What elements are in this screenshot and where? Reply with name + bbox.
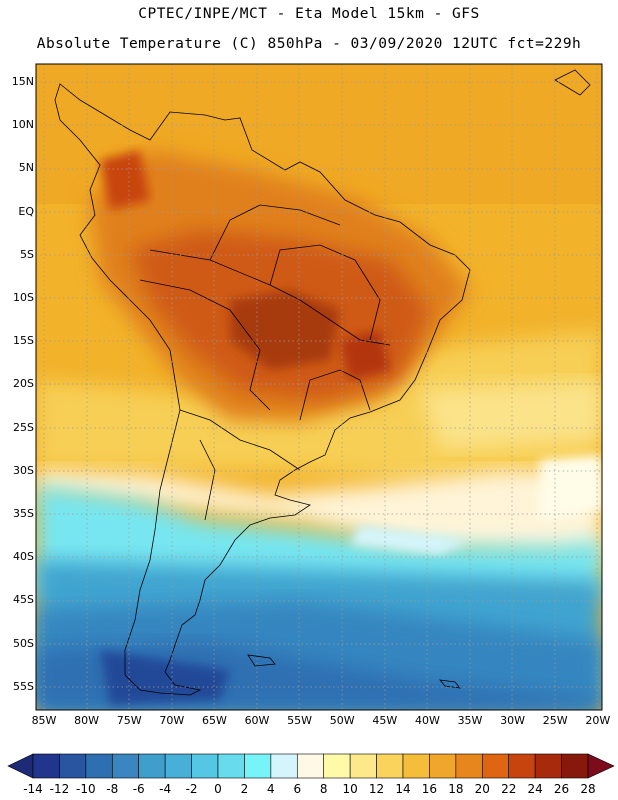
map-title: CPTEC/INPE/MCT - Eta Model 15km - GFS [138,6,480,22]
temperature-field [36,64,602,710]
colorbar-label: 14 [395,782,411,796]
lon-label: 85W [31,714,57,727]
colorbar-label: 12 [368,782,385,796]
lat-label: 10N [11,118,34,132]
lat-label: 5S [20,247,34,261]
colorbar-label: -2 [185,782,198,796]
colorbar-label: 6 [293,782,302,796]
lat-label: 20S [13,377,34,391]
lon-label: 60W [244,714,270,727]
lon-label: 40W [414,714,440,727]
colorbar-low-arrow [7,753,34,779]
lat-label: 15N [11,75,34,88]
lon-label: 20W [585,714,611,727]
colorbar-high-arrow [587,753,615,779]
colorbar-label: 16 [421,782,438,796]
colorbar-swatch [561,753,589,779]
lat-label: 35S [13,507,34,520]
lon-label: 70W [159,714,185,727]
lat-label: 25S [13,420,34,434]
lon-label: 65W [201,714,227,727]
lon-label: 35W [457,714,483,727]
colorbar-label: 24 [527,782,543,796]
colorbar-label: 2 [240,782,249,796]
lat-label: 55S [13,679,34,693]
colorbar-label: -6 [132,782,145,796]
colorbar-swatch [323,753,351,779]
map-frame [35,63,603,711]
lat-label: 50S [13,636,34,650]
lon-label: 80W [74,714,100,727]
colorbar-swatch [164,753,192,779]
colorbar-label: 22 [501,782,517,796]
colorbar-swatch [85,753,113,779]
lon-label: 30W [500,714,526,727]
colorbar-label: 8 [319,782,328,796]
coastlines [54,69,591,696]
colorbar-swatch [402,753,430,779]
lat-label: 5N [18,161,34,175]
colorbar-label: -10 [76,782,96,796]
colorbar-label: -8 [106,782,119,796]
colorbar-label: 4 [267,782,275,796]
colorbar-swatch [481,753,510,779]
colorbar-swatch [376,753,404,779]
lat-label: 40S [13,550,34,564]
lat-label: 45S [13,593,34,607]
colorbar-label: 20 [474,782,490,796]
lon-label: 75W [116,714,142,727]
lon-label: 50W [329,714,355,727]
lon-label: 55W [287,714,313,727]
colorbar-label: 28 [580,782,596,796]
colorbar-swatch [138,753,166,779]
colorbar [7,753,615,779]
lat-label: EQ [18,204,34,218]
colorbar-swatch [111,753,140,779]
colorbar-swatch [59,753,87,779]
lon-label: 45W [372,714,398,727]
colorbar-swatch [296,753,325,779]
colorbar-label: 10 [342,782,358,796]
colorbar-label: 0 [214,782,222,796]
colorbar-swatch [32,753,60,779]
lat-label: 10S [13,291,34,304]
colorbar-swatch [455,753,483,779]
colorbar-label: -12 [49,782,70,796]
colorbar-label: -14 [23,782,43,796]
colorbar-label: -4 [159,782,172,796]
colorbar-swatch [429,753,457,779]
colorbar-swatch [534,753,562,779]
map-subtitle: Absolute Temperature (C) 850hPa - 03/09/… [36,36,582,52]
colorbar-label: 18 [448,782,464,796]
colorbar-swatch [244,753,272,779]
colorbar-label: 26 [553,782,570,796]
lon-label: 25W [542,714,568,727]
lat-label: 30S [13,463,34,477]
colorbar-swatch [191,753,219,779]
colorbar-swatch [349,753,377,779]
colorbar-swatch [217,753,245,779]
colorbar-swatch [270,753,298,779]
colorbar-swatch [508,753,536,779]
lat-label: 15S [13,334,34,348]
